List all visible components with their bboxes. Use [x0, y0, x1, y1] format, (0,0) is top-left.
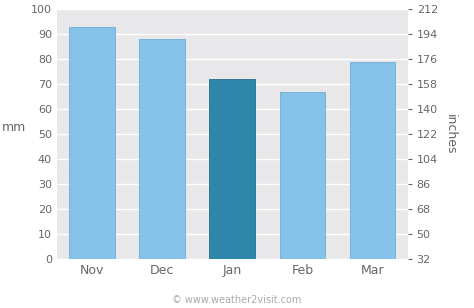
Text: © www.weather2visit.com: © www.weather2visit.com [173, 295, 301, 305]
Y-axis label: mm: mm [2, 121, 27, 134]
Bar [139, 39, 185, 259]
Bar [350, 62, 395, 259]
Y-axis label: inches: inches [444, 114, 457, 154]
Bar [280, 91, 325, 259]
Bar [210, 79, 255, 259]
Bar [69, 27, 115, 259]
